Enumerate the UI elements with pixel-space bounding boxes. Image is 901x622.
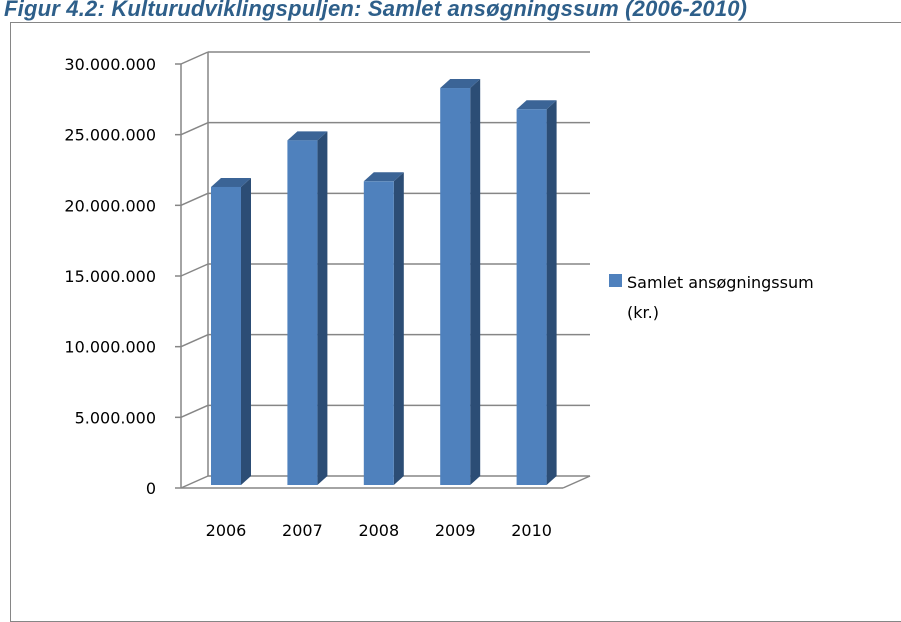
legend-label-line-1: Samlet ansøgningssum	[627, 273, 814, 292]
gridline-side	[180, 51, 209, 65]
gridline-side	[180, 263, 209, 277]
bar-side	[317, 131, 328, 485]
y-tick-label: 5.000.000	[75, 408, 156, 427]
gridline-side	[180, 404, 209, 419]
bar-side	[393, 172, 404, 485]
bar-top	[363, 172, 404, 182]
gridline-side	[180, 192, 209, 207]
bar-top	[211, 177, 251, 187]
gridline-side	[180, 475, 209, 489]
bar-chart: 0 5.000.000 10.000.000 15.000.000 20.000.000…	[64, 51, 814, 540]
floor-right-edge	[562, 475, 591, 489]
x-tick-label: 2009	[435, 521, 476, 540]
y-tick-label: 30.000.000	[64, 55, 156, 74]
x-tick-label: 2007	[282, 521, 323, 540]
bar-top	[440, 79, 481, 89]
y-tick-label: 25.000.000	[64, 126, 156, 145]
bar-front	[516, 109, 547, 485]
x-tick-label: 2010	[511, 521, 552, 540]
bar-top	[287, 131, 328, 141]
bar-front	[211, 186, 241, 485]
y-tick-label: 15.000.000	[64, 267, 156, 286]
gridline-side	[180, 121, 209, 136]
legend: Samlet ansøgningssum (kr.)	[609, 273, 814, 322]
bar-2007	[287, 131, 328, 485]
y-tick-label: 0	[146, 479, 156, 498]
bar-side	[546, 100, 557, 485]
y-axis-ticks: 0 5.000.000 10.000.000 15.000.000 20.000.000…	[64, 55, 156, 498]
bar-front	[440, 88, 471, 485]
bar-side	[241, 177, 251, 485]
x-tick-label: 2006	[206, 521, 247, 540]
bar-side	[470, 79, 481, 485]
x-tick-label: 2008	[358, 521, 399, 540]
figure-caption: Figur 4.2: Kulturudviklingspuljen: Samle…	[4, 0, 748, 21]
y-tick-label: 20.000.000	[64, 196, 156, 215]
y-tick-label: 10.000.000	[64, 338, 156, 357]
legend-swatch	[609, 274, 622, 287]
gridline-side	[180, 333, 209, 348]
x-axis-ticks: 2006 2007 2008 2009 2010	[206, 521, 552, 540]
bar-front	[287, 140, 318, 485]
bar-top	[516, 100, 557, 110]
bar-2006	[211, 177, 251, 485]
legend-label-line-2: (kr.)	[627, 303, 659, 322]
bar-front	[363, 181, 394, 485]
bar-2008	[363, 172, 404, 485]
bar-2010	[516, 100, 557, 485]
bars	[211, 79, 557, 485]
bar-2009	[440, 79, 481, 485]
